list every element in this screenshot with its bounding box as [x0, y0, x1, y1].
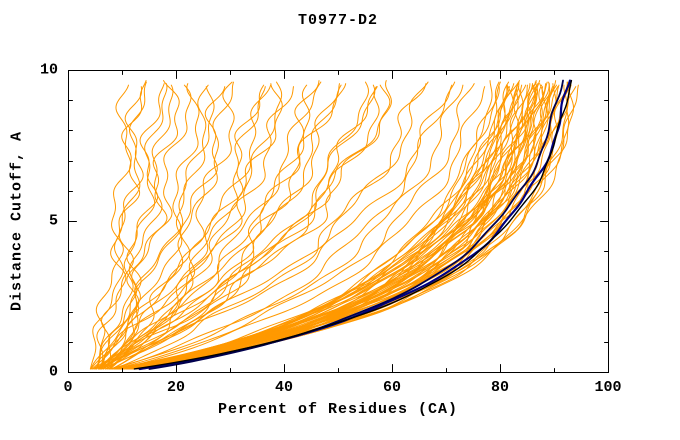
x-tick-label: 80: [490, 379, 510, 396]
y-tick-label: 10: [39, 61, 58, 79]
x-tick-label: 0: [63, 379, 73, 396]
x-tick-label: 20: [166, 379, 186, 396]
x-tick-label: 60: [382, 379, 402, 396]
x-axis-label: Percent of Residues (CA): [217, 401, 459, 418]
plot-title: T0977-D2: [297, 12, 378, 29]
x-tick-label: 40: [274, 379, 294, 396]
y-tick-label: 0: [48, 363, 58, 381]
y-tick-label: 5: [48, 212, 58, 230]
x-tick-label: 100: [594, 379, 622, 396]
